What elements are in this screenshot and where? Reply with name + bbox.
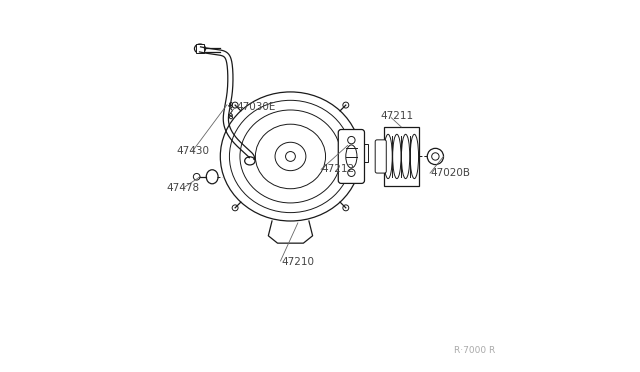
FancyBboxPatch shape xyxy=(339,129,365,183)
Text: 47030E: 47030E xyxy=(237,102,276,112)
Circle shape xyxy=(428,148,444,164)
Ellipse shape xyxy=(410,134,419,179)
Text: R·7000 R: R·7000 R xyxy=(454,346,496,355)
Circle shape xyxy=(285,151,296,161)
Circle shape xyxy=(193,173,200,180)
Circle shape xyxy=(348,169,355,176)
Circle shape xyxy=(432,153,439,160)
Bar xyxy=(384,127,419,186)
Text: 47430: 47430 xyxy=(176,146,209,156)
Text: 47212: 47212 xyxy=(322,164,355,174)
Ellipse shape xyxy=(206,170,218,184)
Ellipse shape xyxy=(401,134,410,179)
Circle shape xyxy=(232,205,238,211)
FancyBboxPatch shape xyxy=(359,144,368,162)
Ellipse shape xyxy=(393,134,401,179)
Text: 47211: 47211 xyxy=(381,111,414,121)
Text: 47020B: 47020B xyxy=(431,168,471,178)
Circle shape xyxy=(343,205,349,211)
Bar xyxy=(340,144,349,162)
Ellipse shape xyxy=(195,44,205,53)
Ellipse shape xyxy=(384,134,392,179)
Bar xyxy=(196,44,204,53)
FancyBboxPatch shape xyxy=(375,140,387,173)
Circle shape xyxy=(348,137,355,144)
Ellipse shape xyxy=(346,145,357,168)
Text: 47210: 47210 xyxy=(281,257,314,267)
Text: 47478: 47478 xyxy=(167,183,200,193)
Ellipse shape xyxy=(244,157,255,165)
Circle shape xyxy=(343,102,349,108)
Circle shape xyxy=(232,102,238,108)
